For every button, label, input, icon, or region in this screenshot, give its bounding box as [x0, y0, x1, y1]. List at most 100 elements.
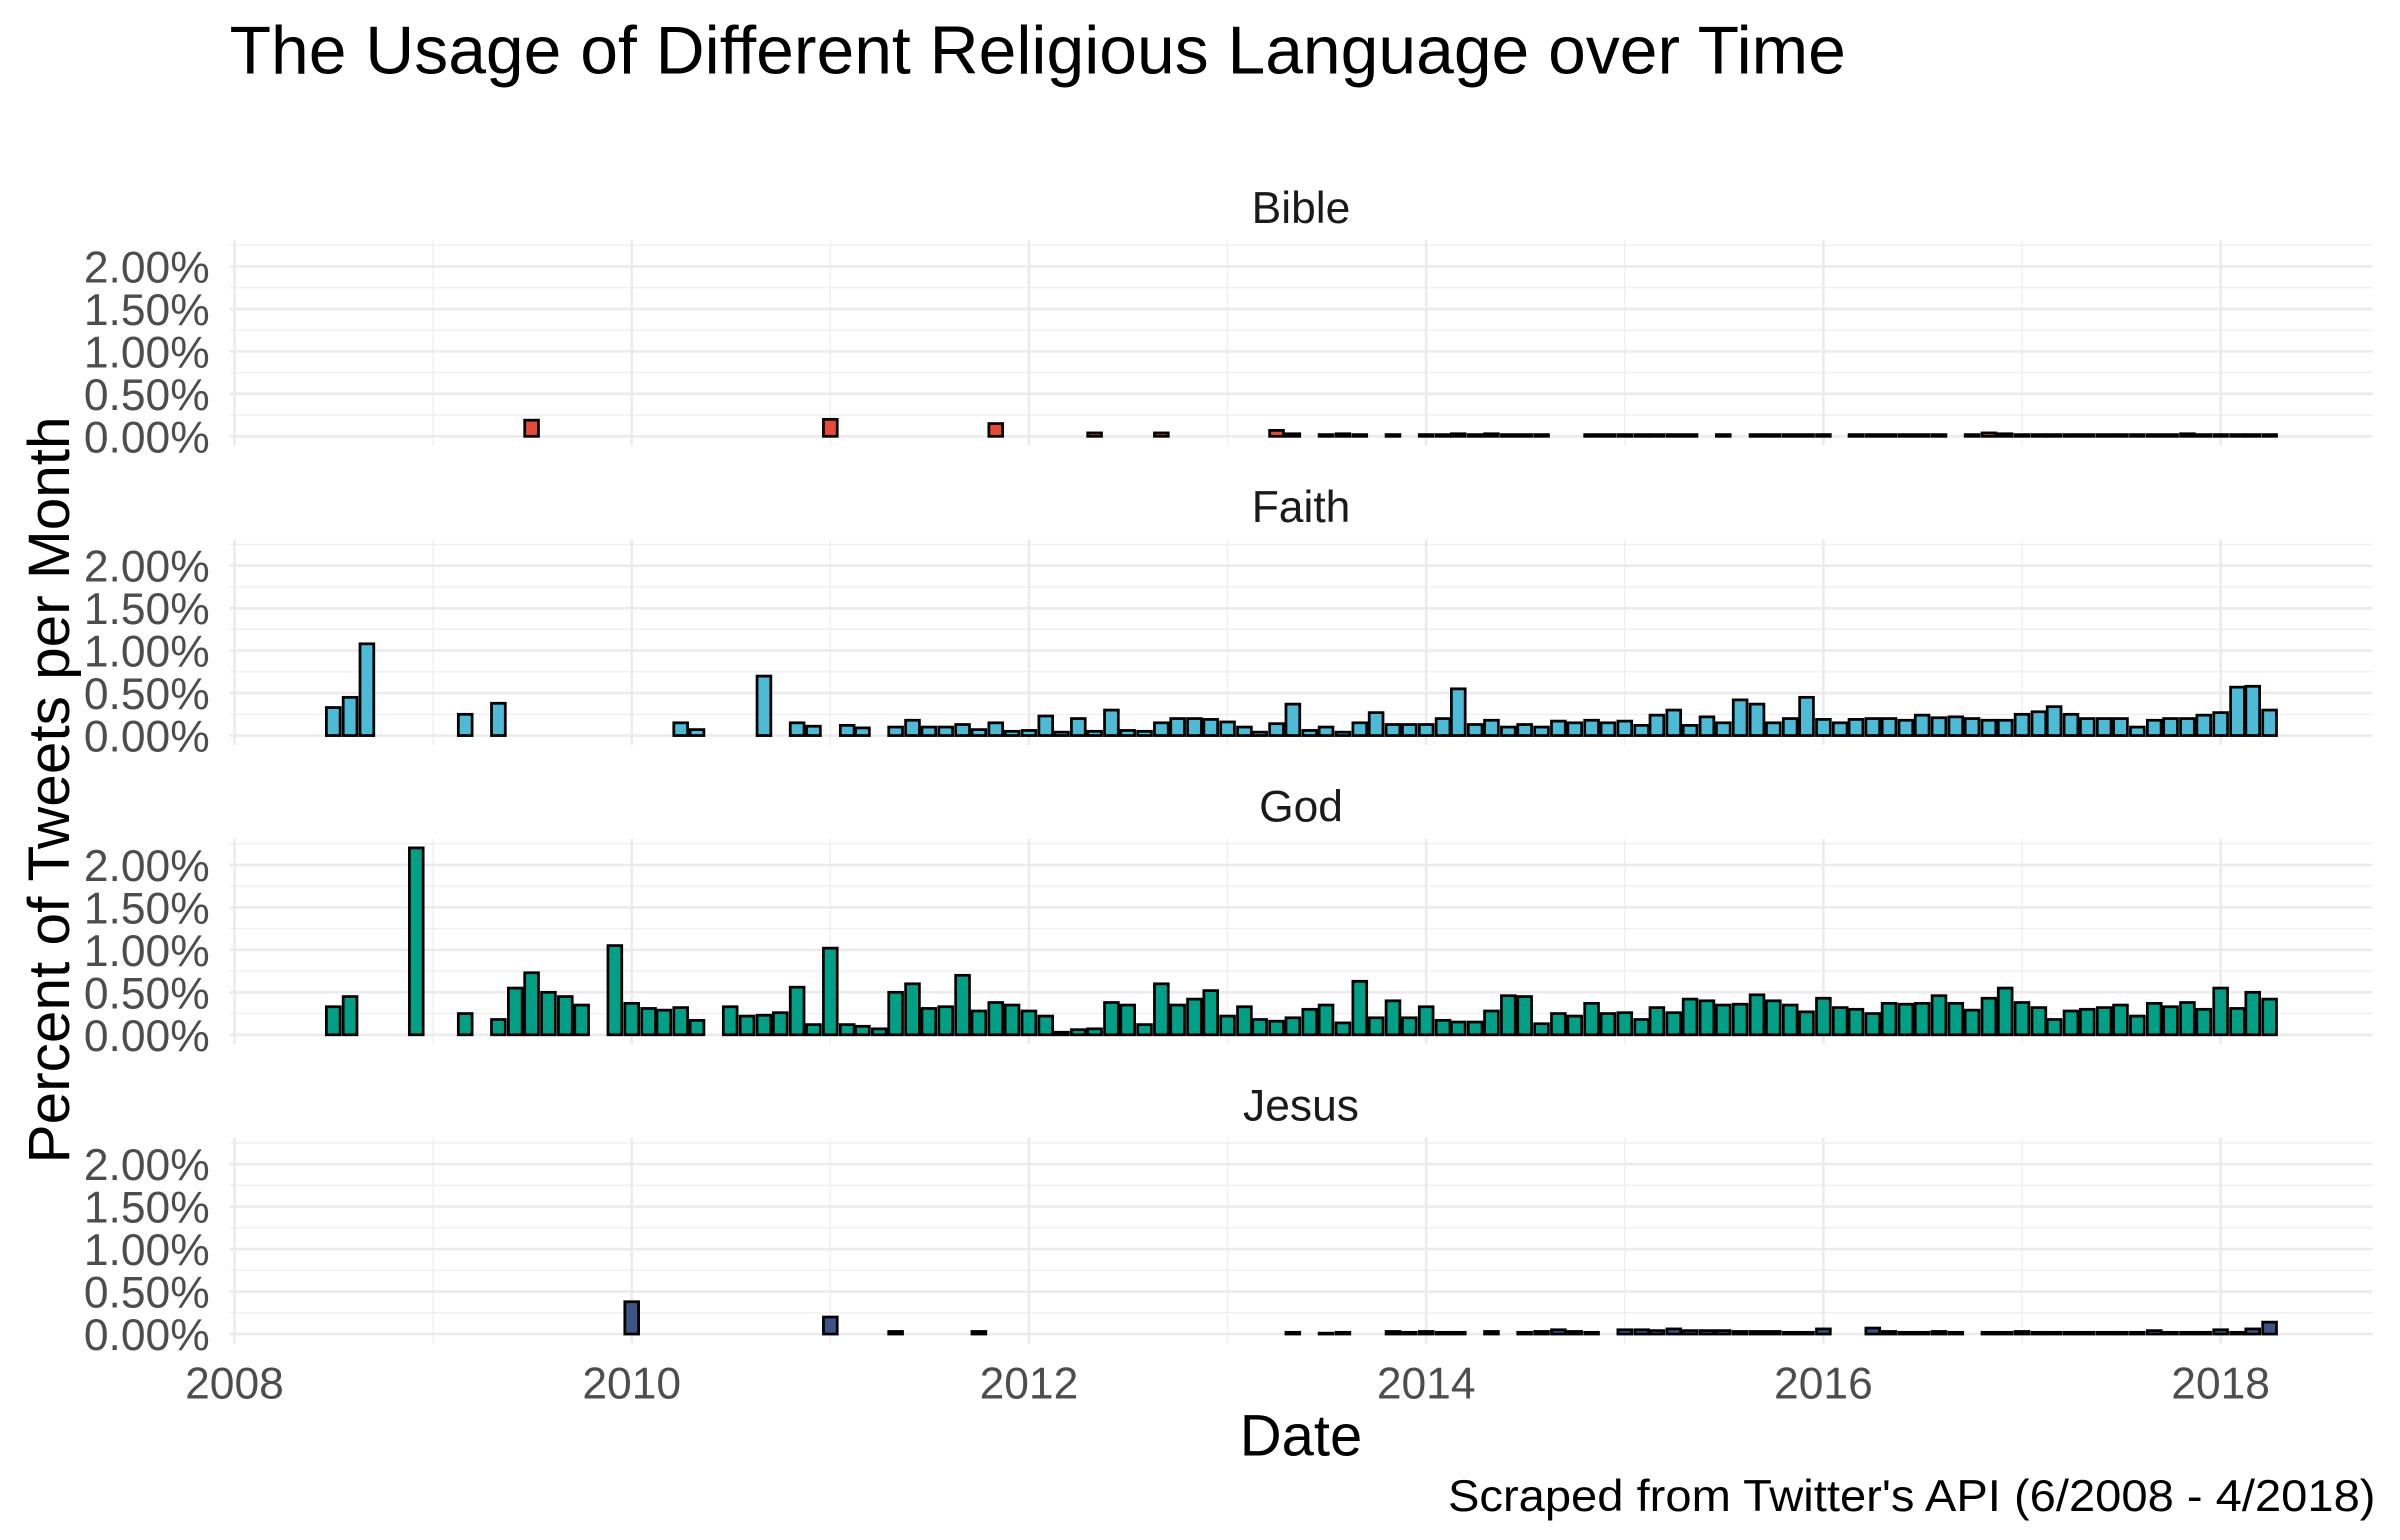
- bar-jesus-2013-05: [1284, 1330, 1302, 1336]
- bar-bible-2018-03: [2244, 433, 2262, 438]
- bar-faith-2013-10: [1367, 711, 1385, 737]
- bar-god-2017-05: [2079, 1007, 2096, 1037]
- y-tick-label: 1.50%: [84, 884, 210, 933]
- bar-god-2018-03: [2244, 990, 2262, 1037]
- bar-god-2013-10: [1367, 1016, 1385, 1037]
- bar-jesus-2014-07: [1516, 1330, 1533, 1336]
- bar-jesus-2014-09: [1550, 1328, 1567, 1336]
- bar-faith-2011-06: [904, 718, 921, 737]
- bar-bible-2017-10: [2162, 433, 2179, 438]
- y-tick-label: 0.00%: [84, 1012, 210, 1061]
- bar-god-2009-06: [507, 986, 524, 1037]
- bar-jesus-2016-05: [1880, 1330, 1898, 1336]
- bar-god-2016-10: [1963, 1008, 1981, 1037]
- facet-panels: Bible0.00%0.50%1.00%1.50%2.00%Faith0.00%…: [84, 184, 2373, 1360]
- bar-faith-2014-11: [1583, 718, 1600, 737]
- bar-god-2011-02: [838, 1023, 856, 1037]
- bar-bible-2014-03: [1450, 432, 1467, 438]
- bar-god-2013-11: [1384, 999, 1402, 1037]
- bar-faith-2016-10: [1963, 717, 1981, 737]
- bar-faith-2018-04: [2261, 708, 2278, 737]
- bar-faith-2014-07: [1516, 723, 1533, 737]
- bar-jesus-2015-02: [1633, 1328, 1650, 1336]
- bar-faith-2016-06: [1897, 718, 1915, 737]
- bar-jesus-2017-08: [2129, 1330, 2146, 1336]
- facet-label-faith: Faith: [1252, 483, 1351, 532]
- bar-faith-2012-01: [1020, 729, 1038, 737]
- bar-god-2009-09: [557, 995, 574, 1037]
- bar-god-2008-12: [408, 846, 425, 1037]
- bar-god-2008-07: [324, 1005, 342, 1037]
- y-tick-label: 0.50%: [84, 969, 210, 1018]
- bar-jesus-2016-11: [1980, 1330, 1998, 1336]
- bar-jesus-2014-05: [1483, 1330, 1500, 1336]
- bar-god-2012-05: [1086, 1027, 1103, 1037]
- bar-god-2013-01: [1219, 1014, 1236, 1037]
- facet-panel-jesus: Jesus 0.00%0.50%1.00%1.50%2.00%: [84, 1082, 2373, 1360]
- bar-bible-2012-05: [1086, 431, 1103, 438]
- y-tick-label: 0.00%: [84, 413, 210, 462]
- bar-faith-2013-09: [1351, 721, 1369, 737]
- y-tick-label: 2.00%: [84, 1141, 210, 1190]
- bar-god-2012-06: [1103, 1001, 1120, 1037]
- bar-god-2011-09: [954, 973, 971, 1037]
- bar-god-2013-05: [1284, 1016, 1302, 1037]
- bar-god-2015-02: [1633, 1018, 1650, 1037]
- bar-faith-2015-05: [1681, 723, 1699, 737]
- bar-faith-2016-11: [1980, 718, 1998, 737]
- bar-bible-2016-06: [1897, 433, 1915, 438]
- bar-god-2014-12: [1599, 1012, 1617, 1037]
- bar-god-2017-02: [2030, 1006, 2048, 1037]
- bar-jesus-2013-08: [1334, 1330, 1352, 1336]
- bar-faith-2017-06: [2095, 717, 2113, 737]
- bar-god-2012-02: [1037, 1014, 1055, 1037]
- bar-faith-2011-02: [838, 723, 856, 737]
- bar-god-2009-10: [573, 1003, 590, 1037]
- bar-bible-2017-06: [2095, 433, 2113, 438]
- bar-god-2016-04: [1864, 1012, 1882, 1037]
- bar-bible-2017-08: [2129, 433, 2146, 438]
- bar-god-2013-12: [1401, 1016, 1418, 1037]
- bar-bible-2011-01: [822, 417, 839, 438]
- bar-jesus-2018-04: [2261, 1320, 2278, 1336]
- bar-bible-2018-02: [2229, 433, 2246, 438]
- bar-faith-2016-05: [1880, 717, 1898, 737]
- bar-faith-2014-06: [1500, 725, 1517, 737]
- y-tick-label: 2.00%: [84, 543, 210, 592]
- bar-faith-2015-03: [1648, 713, 1666, 737]
- bar-god-2018-04: [2261, 997, 2278, 1037]
- bar-faith-2015-02: [1633, 723, 1650, 737]
- bar-god-2012-07: [1119, 1003, 1136, 1037]
- bar-jesus-2014-03: [1450, 1330, 1467, 1336]
- bar-faith-2013-11: [1384, 723, 1402, 737]
- bar-faith-2014-03: [1450, 687, 1467, 737]
- bar-bible-2016-05: [1880, 433, 1898, 438]
- bar-jesus-2017-01: [2013, 1330, 2031, 1336]
- y-tick-label: 1.00%: [84, 328, 210, 377]
- bar-bible-2014-05: [1483, 432, 1500, 438]
- bar-god-2018-02: [2229, 1007, 2246, 1037]
- bar-faith-2013-03: [1251, 730, 1268, 737]
- bar-bible-2015-04: [1665, 433, 1683, 438]
- bar-god-2015-12: [1798, 1010, 1815, 1037]
- bar-god-2016-03: [1847, 1007, 1865, 1037]
- bar-jesus-2014-11: [1583, 1330, 1600, 1336]
- bar-faith-2015-12: [1798, 695, 1815, 737]
- bar-jesus-2010-01: [623, 1300, 640, 1336]
- bar-god-2011-10: [970, 1009, 988, 1037]
- bar-jesus-2017-03: [2045, 1330, 2063, 1336]
- bar-jesus-2016-12: [1996, 1330, 2014, 1336]
- bar-bible-2015-11: [1781, 433, 1799, 438]
- bar-faith-2017-02: [2030, 710, 2048, 737]
- bar-jesus-2017-05: [2079, 1330, 2096, 1336]
- bar-faith-2016-03: [1847, 718, 1865, 737]
- bar-god-2010-08: [738, 1014, 756, 1037]
- bar-god-2010-04: [672, 1006, 689, 1037]
- bar-jesus-2015-11: [1781, 1330, 1799, 1336]
- bar-faith-2017-08: [2129, 725, 2146, 737]
- bar-faith-2010-12: [805, 724, 822, 737]
- bar-bible-2013-04: [1268, 428, 1285, 438]
- bar-faith-2013-06: [1301, 729, 1318, 737]
- bar-bible-2015-12: [1798, 433, 1815, 438]
